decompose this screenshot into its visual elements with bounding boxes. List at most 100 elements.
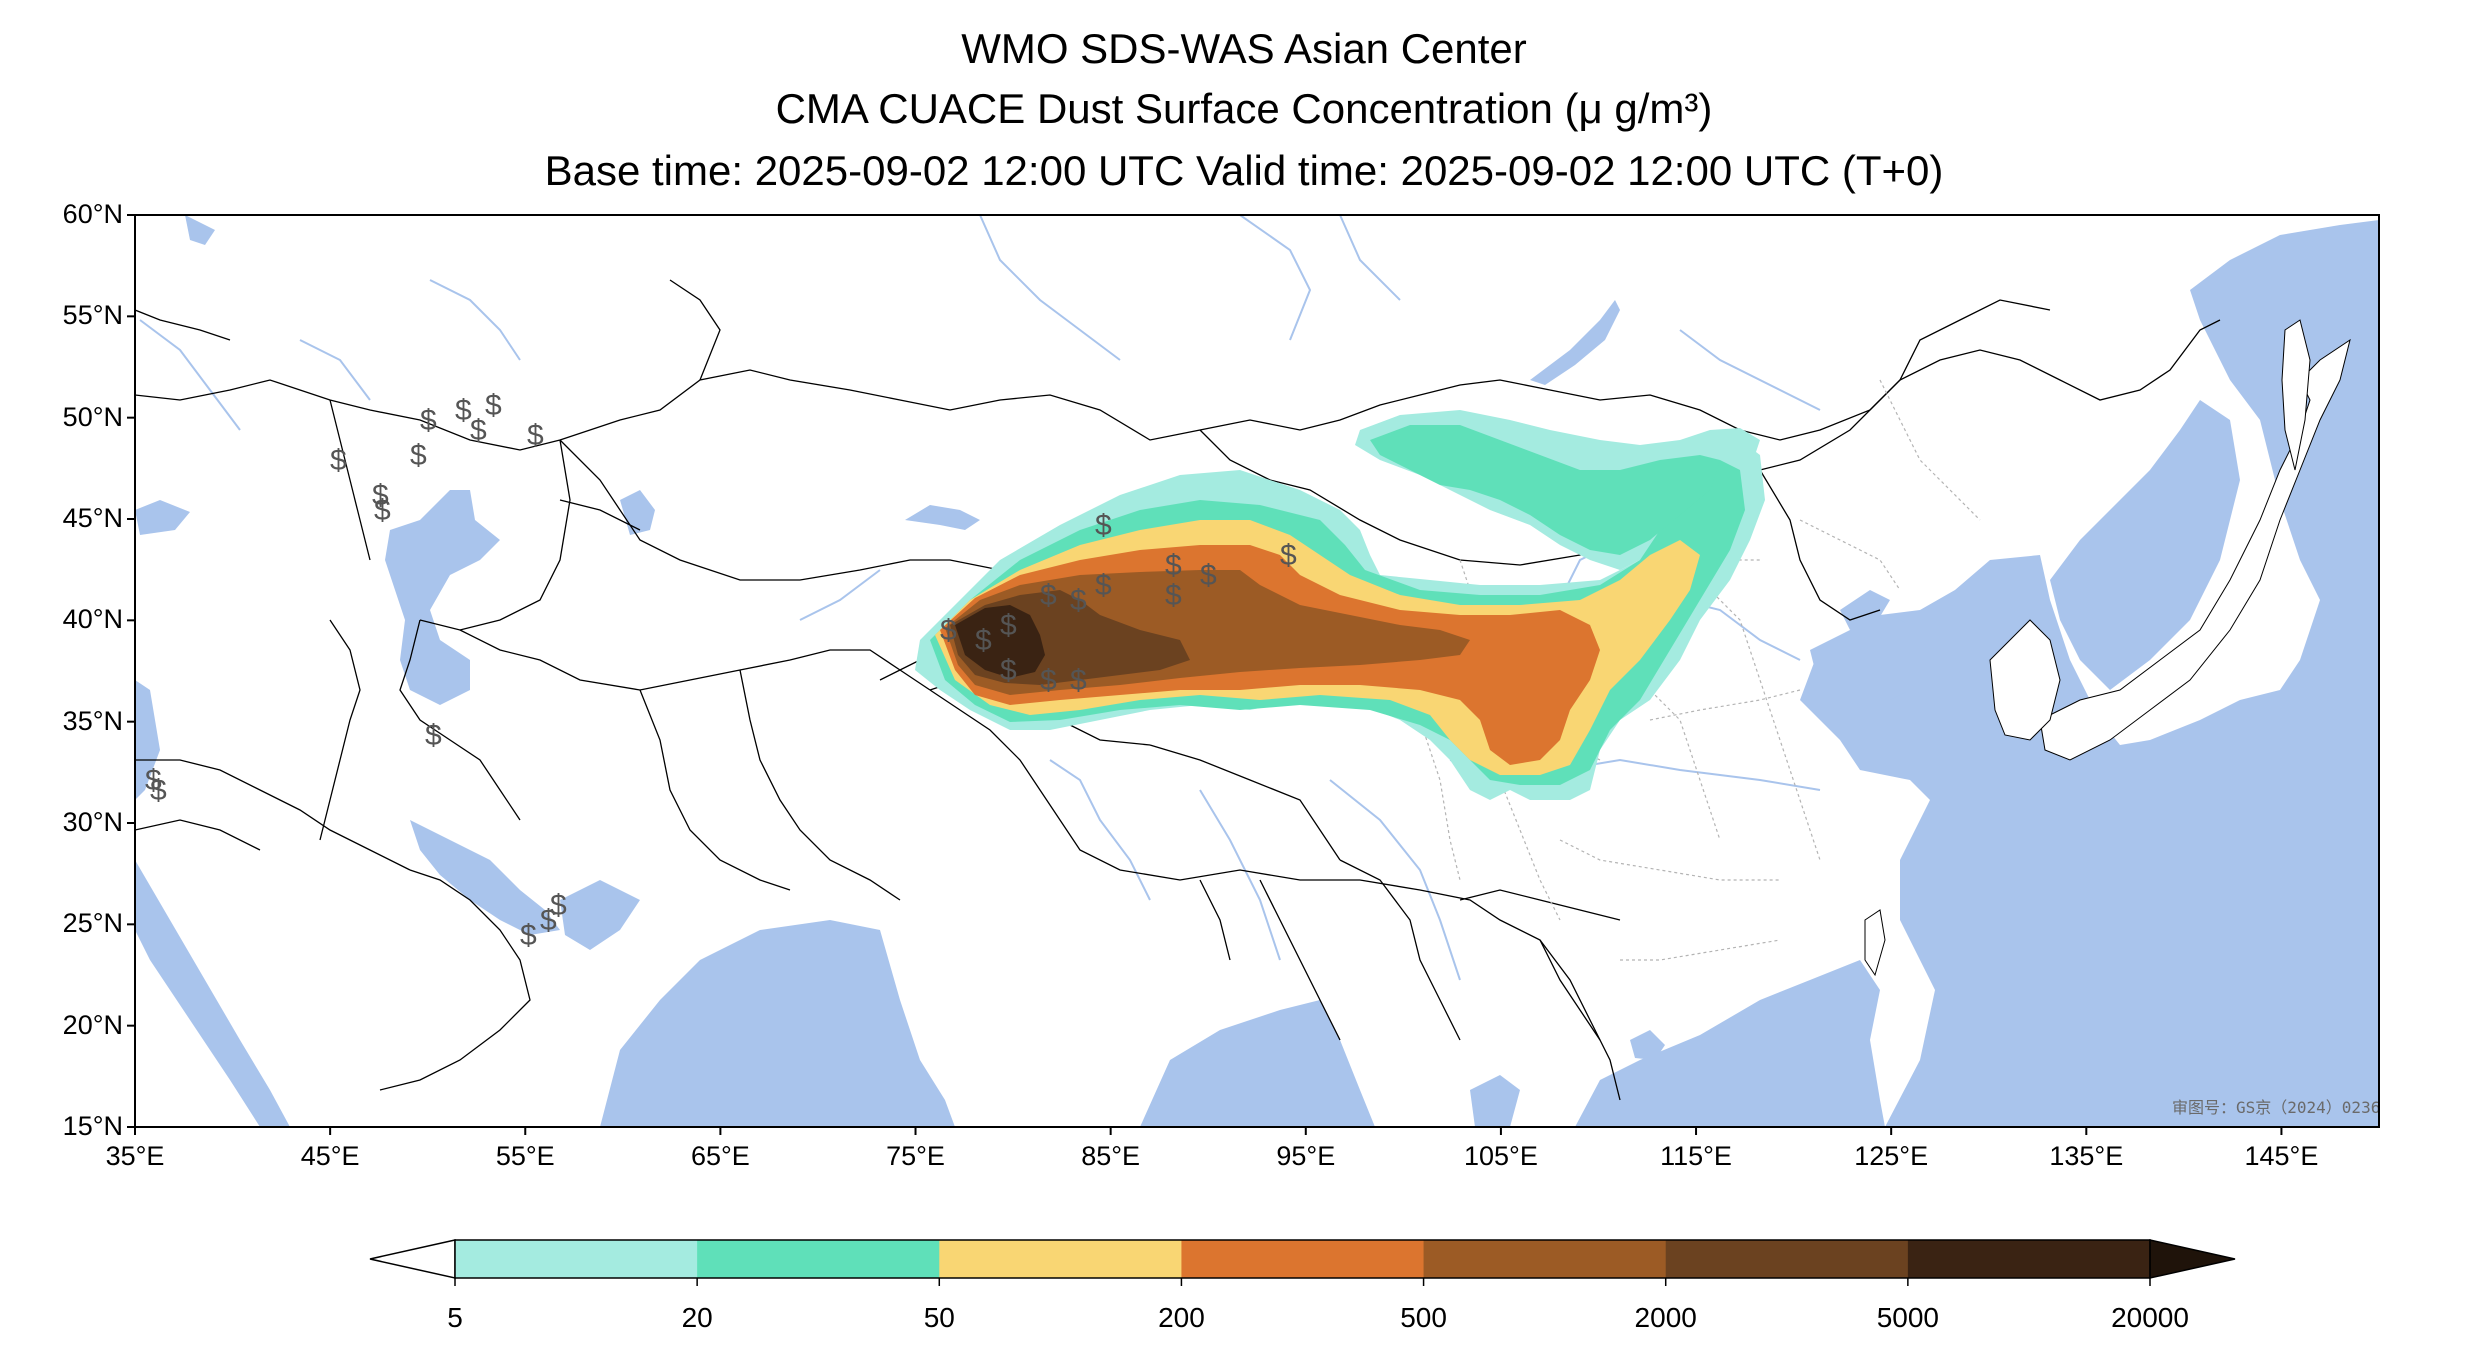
title-line-3: Base time: 2025-09-02 12:00 UTC Valid ti… xyxy=(544,147,1944,194)
dust-symbol: $ xyxy=(425,719,442,752)
colorbar-over-arrow xyxy=(2149,1239,2236,1279)
longitude-label: 75°E xyxy=(886,1141,945,1171)
colorbar-segment xyxy=(939,1240,1182,1278)
yellow-sea xyxy=(1810,615,1930,700)
dust-symbol: $ xyxy=(1200,559,1217,592)
korea-land xyxy=(1989,619,2061,741)
colorbar-frame xyxy=(454,1239,2151,1279)
longitude-label: 125°E xyxy=(1854,1141,1929,1171)
gulf-of-bohai xyxy=(1840,590,1890,630)
dust-symbol: $ xyxy=(1095,509,1112,542)
title-line-2: CMA CUACE Dust Surface Concentration (μ … xyxy=(775,85,1713,132)
colorbar-level-label: 2000 xyxy=(1634,1302,1697,1333)
latitude-label: 50°N xyxy=(62,401,123,432)
white-sea-fragment xyxy=(185,215,215,245)
dust-symbol: $ xyxy=(1280,539,1297,572)
latitude-label: 15°N xyxy=(62,1111,123,1141)
colorbar-level-label: 500 xyxy=(1400,1302,1447,1333)
longitude-label: 85°E xyxy=(1081,1141,1141,1171)
red-sea xyxy=(135,860,290,1127)
dust-symbol: $ xyxy=(410,439,427,472)
black-sea xyxy=(135,500,190,535)
colorbar-level-label: 20 xyxy=(681,1302,713,1333)
longitude-label: 115°E xyxy=(1660,1141,1732,1171)
south-china-sea xyxy=(1575,960,1885,1127)
colorbar-under-arrow xyxy=(369,1239,456,1279)
latitude-label: 30°N xyxy=(62,807,123,837)
dust-symbol: $ xyxy=(1040,579,1057,612)
colorbar-segment xyxy=(1907,1240,2151,1278)
dust-symbol: $ xyxy=(1095,569,1112,602)
dust-symbol: $ xyxy=(374,494,391,527)
dust-symbol: $ xyxy=(372,479,389,512)
pacific-ocean xyxy=(1800,220,2379,1127)
latitude-label: 35°N xyxy=(62,705,123,736)
dust-symbol: $ xyxy=(1040,664,1057,697)
title-line-1: WMO SDS-WAS Asian Center xyxy=(961,25,1527,72)
persian-gulf xyxy=(410,820,560,935)
dust-symbol: $ xyxy=(940,614,957,647)
dust-symbol: $ xyxy=(1000,654,1017,687)
lake-balkhash xyxy=(905,505,980,530)
longitude-label: 35°E xyxy=(105,1141,165,1171)
longitude-label: 105°E xyxy=(1463,1141,1538,1171)
gulf-of-oman xyxy=(560,880,640,950)
colorbar-level-label: 200 xyxy=(1158,1302,1205,1333)
latitude-label: 45°N xyxy=(62,503,123,533)
sea-of-japan xyxy=(2050,400,2240,690)
dust-level-5000 xyxy=(955,605,1045,678)
dust-symbol: $ xyxy=(520,919,537,952)
latitude-label: 55°N xyxy=(62,300,123,331)
taiwan-land xyxy=(1864,909,1886,977)
map-frame xyxy=(134,214,2380,1128)
dust-symbol: $ xyxy=(1000,609,1017,642)
dust-symbol: $ xyxy=(455,394,472,427)
colorbar-segment xyxy=(697,1240,940,1278)
colorbar-level-label: 5000 xyxy=(1876,1302,1939,1333)
latitude-ticks xyxy=(127,214,135,1128)
dust-symbol: $ xyxy=(470,414,487,447)
dust-symbol: $ xyxy=(330,444,347,477)
dust-symbol: $ xyxy=(1070,584,1087,617)
longitude-label: 45°E xyxy=(300,1141,360,1171)
latitude-label: 60°N xyxy=(62,199,123,229)
dust-symbol: $ xyxy=(540,904,557,937)
hainan-land xyxy=(1630,1030,1665,1060)
japan-land xyxy=(2039,338,2351,761)
dust-symbol: $ xyxy=(1070,664,1087,697)
colorbar-segment xyxy=(1181,1240,1425,1278)
dust-symbol: $ xyxy=(527,419,544,452)
longitude-label: 135°E xyxy=(2049,1141,2124,1171)
dust-symbol: $ xyxy=(145,764,162,797)
latitude-label: 40°N xyxy=(62,604,123,635)
dust-symbol: $ xyxy=(975,624,992,657)
sakhalin-land xyxy=(2281,319,2311,471)
longitude-label: 145°E xyxy=(2244,1141,2319,1171)
latitude-label: 20°N xyxy=(62,1009,123,1040)
colorbar-level-label: 50 xyxy=(923,1302,955,1333)
colorbar-level-label: 20000 xyxy=(2111,1302,2189,1333)
dust-symbol: $ xyxy=(420,404,437,437)
dust-symbol: $ xyxy=(1165,549,1182,582)
dust-symbol: $ xyxy=(1165,579,1182,612)
colorbar-level-label: 5 xyxy=(447,1302,463,1333)
mediterranean-sea xyxy=(135,680,160,800)
bay-of-bengal xyxy=(1140,1000,1375,1127)
longitude-ticks xyxy=(134,1127,2283,1135)
longitude-label: 65°E xyxy=(690,1141,750,1171)
caspian-sea xyxy=(385,490,500,705)
arabian-sea xyxy=(600,920,955,1127)
gulf-of-thailand xyxy=(1470,1075,1520,1127)
map-watermark: 审图号：GS京（2024）0236号 xyxy=(2172,1098,2396,1117)
colorbar-segment xyxy=(1665,1240,1909,1278)
longitude-label: 55°E xyxy=(495,1141,555,1171)
dust-station-symbols: $ $ $ $ $ $ $ $ $ $ $ $ $ $ $ $ $ $ $ $ … xyxy=(145,389,1297,952)
dust-symbol: $ xyxy=(485,389,502,422)
dust-contours xyxy=(915,410,1765,800)
colorbar-segment xyxy=(455,1240,698,1278)
latitude-label: 25°N xyxy=(62,908,123,939)
colorbar xyxy=(369,1239,2236,1286)
dust-symbol: $ xyxy=(150,774,167,807)
lake-baikal xyxy=(1530,300,1620,385)
